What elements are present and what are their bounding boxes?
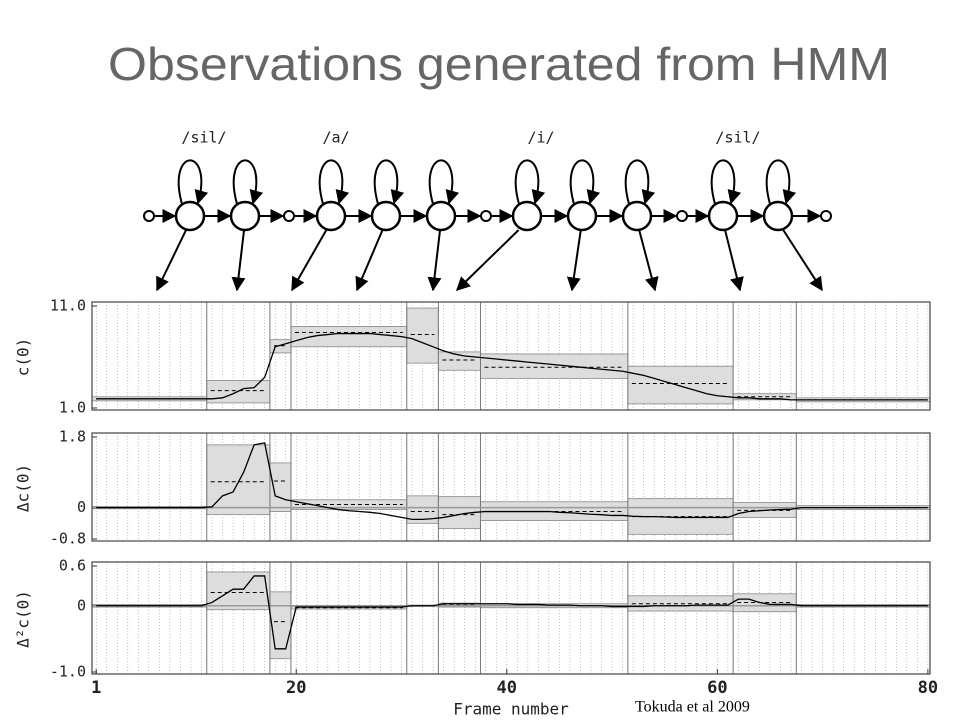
self-loop xyxy=(232,159,264,205)
trajectory xyxy=(96,575,928,650)
emission-arrow xyxy=(231,229,246,292)
x-tick-label: 1 xyxy=(91,678,101,698)
state-node xyxy=(566,200,598,232)
state-node xyxy=(707,200,739,232)
self-loop xyxy=(569,159,601,205)
state-node xyxy=(174,200,206,232)
self-loop xyxy=(318,159,350,205)
x-tick-label: 80 xyxy=(918,678,938,698)
emission-arrow xyxy=(156,229,187,292)
slide-title: Observations generated from HMM xyxy=(108,38,890,90)
state-node xyxy=(511,200,543,232)
emission-arrow xyxy=(782,229,823,292)
emission-arrow xyxy=(638,229,659,292)
state-variance-box xyxy=(206,444,271,516)
y-axis-label: Δc(0) xyxy=(14,464,33,512)
panel-frame xyxy=(91,432,931,542)
y-tick-label: 1.0 xyxy=(59,399,86,417)
state-node xyxy=(315,200,347,232)
state-label: /a/ xyxy=(322,129,349,147)
emission-arrow xyxy=(427,229,442,292)
emission-arrow xyxy=(455,229,520,291)
self-loop xyxy=(514,159,546,205)
hmm-diagram xyxy=(143,159,832,292)
trajectory xyxy=(96,332,928,401)
emission-arrow xyxy=(566,229,582,292)
terminal-node xyxy=(820,210,832,222)
state-node xyxy=(621,200,653,232)
state-variance-box xyxy=(206,571,271,611)
y-tick-label: -0.8 xyxy=(50,530,86,548)
x-tick-label: 40 xyxy=(497,678,517,698)
state-variance-box xyxy=(290,325,408,348)
self-loop xyxy=(177,159,209,205)
self-loop xyxy=(710,159,742,205)
state-variance-box xyxy=(406,307,439,364)
terminal-node xyxy=(143,210,155,222)
y-axis-label: c(0) xyxy=(14,338,33,377)
panel-frame xyxy=(91,561,931,675)
state-variance-box xyxy=(480,353,629,379)
trajectory xyxy=(96,442,928,521)
state-variance-box xyxy=(627,365,734,405)
state-label: /i/ xyxy=(527,129,554,147)
terminal-node xyxy=(676,210,688,222)
terminal-node xyxy=(283,210,295,222)
x-axis-label: Frame number xyxy=(453,700,569,719)
citation: Tokuda et al 2009 xyxy=(635,699,750,716)
self-loop xyxy=(428,159,460,205)
y-tick-label: -1.0 xyxy=(50,663,86,681)
emission-arrow xyxy=(724,229,744,292)
state-node xyxy=(425,200,457,232)
y-tick-label: 0 xyxy=(77,596,86,614)
self-loop xyxy=(624,159,656,205)
state-label: /sil/ xyxy=(715,129,760,147)
state-node xyxy=(229,200,261,232)
x-tick-label: 20 xyxy=(286,678,306,698)
state-label: /sil/ xyxy=(181,129,226,147)
y-tick-label: 0.6 xyxy=(59,557,86,575)
y-tick-label: 1.8 xyxy=(59,428,86,446)
y-axis-label: Δ²c(0) xyxy=(14,590,33,648)
panel-frame xyxy=(91,301,931,411)
self-loop xyxy=(765,159,797,205)
y-tick-label: 0 xyxy=(77,498,86,516)
state-node xyxy=(762,200,794,232)
self-loop xyxy=(373,159,405,205)
emission-arrow xyxy=(355,229,384,292)
y-tick-label: 11.0 xyxy=(50,297,86,315)
x-tick-label: 60 xyxy=(707,678,727,698)
state-node xyxy=(370,200,402,232)
terminal-node xyxy=(480,210,492,222)
emission-arrow xyxy=(291,229,328,292)
